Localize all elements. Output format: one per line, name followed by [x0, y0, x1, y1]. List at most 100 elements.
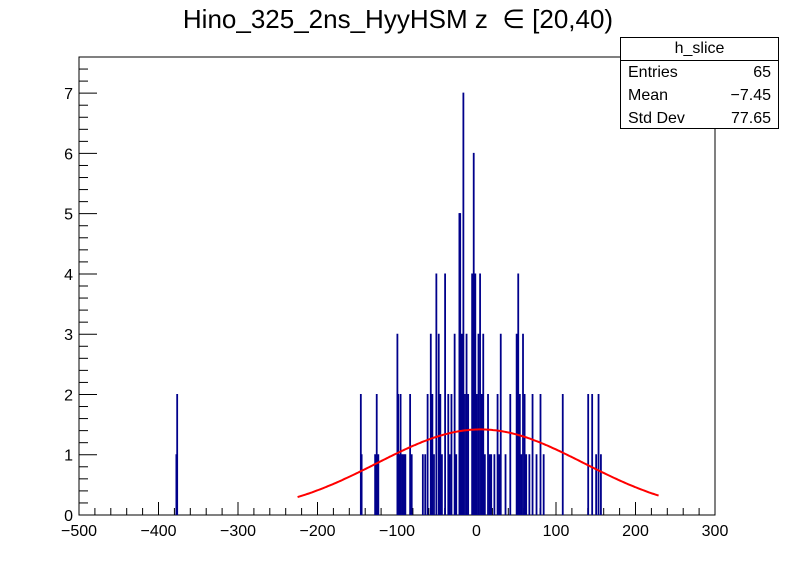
y-tick-label: 5	[64, 207, 73, 224]
histogram-bin	[447, 393, 450, 515]
stats-value: −7.45	[730, 87, 771, 104]
histogram-bin	[421, 454, 424, 515]
y-tick-label: 2	[64, 387, 73, 404]
stats-row-stddev: Std Dev 77.65	[621, 107, 778, 130]
histogram-bin	[460, 333, 463, 515]
histogram-bin	[600, 454, 602, 515]
histogram-bin	[595, 454, 598, 515]
y-tick-label: 0	[64, 508, 73, 525]
y-tick-label: 3	[64, 327, 73, 344]
histogram-bin	[467, 393, 470, 515]
histogram-bin	[480, 393, 483, 515]
histogram-bin	[464, 393, 466, 515]
histogram-bin	[561, 393, 564, 515]
histogram-bin	[450, 393, 453, 515]
histogram-bin	[426, 393, 429, 515]
histogram-bin	[499, 333, 502, 515]
histogram-bin	[477, 333, 480, 515]
y-tick-label: 1	[64, 448, 73, 465]
histogram-bin	[472, 152, 475, 515]
histogram-bin	[531, 393, 534, 515]
histogram-bin	[402, 454, 405, 515]
histogram-bin	[471, 273, 474, 515]
stats-row-mean: Mean −7.45	[621, 84, 778, 107]
histogram-bin	[504, 454, 507, 515]
histogram-bin	[515, 333, 518, 515]
x-tick-label: −500	[61, 523, 97, 540]
y-axis: 0 1 2 3 4 5 6 7	[64, 56, 97, 525]
histogram-bin	[424, 454, 427, 515]
histogram-bars	[175, 92, 602, 515]
histogram-bin	[496, 393, 499, 515]
histogram-bin	[498, 454, 501, 515]
histogram-bin	[522, 333, 524, 515]
histogram-bin	[539, 393, 542, 515]
histogram-bin	[401, 454, 404, 515]
x-tick-label: −100	[379, 523, 415, 540]
histogram-bin	[482, 333, 485, 515]
y-tick-label: 7	[64, 86, 73, 103]
stats-label: Mean	[628, 87, 669, 104]
histogram-bin	[525, 454, 528, 515]
histogram-bin	[542, 454, 545, 515]
stats-label: Entries	[628, 64, 678, 81]
y-tick-label: 4	[64, 267, 73, 284]
stats-title: h_slice	[621, 38, 778, 61]
histogram-bin	[476, 393, 478, 515]
histogram-bin	[360, 454, 363, 515]
stats-box: h_slice Entries 65 Mean −7.45 Std Dev 77…	[620, 37, 779, 129]
histogram-bin	[528, 454, 531, 515]
chart-title: Hino_325_2ns_HyyHSM z ∈ [20,40)	[182, 4, 614, 34]
x-tick-label: 0	[472, 523, 481, 540]
histogram-bin	[441, 454, 443, 515]
histogram-bin	[399, 393, 402, 515]
histogram-bin	[517, 273, 520, 515]
histogram-bin	[431, 393, 434, 515]
histogram-bin	[459, 213, 462, 515]
histogram-bin	[490, 454, 493, 515]
stats-value: 77.65	[730, 110, 771, 127]
histogram-bin	[587, 393, 590, 515]
x-tick-label: 300	[702, 523, 729, 540]
histogram-bin	[375, 393, 378, 515]
stats-value: 65	[753, 64, 771, 81]
histogram-bin	[518, 393, 521, 515]
histogram-bin	[483, 454, 486, 515]
stats-row-entries: Entries 65	[621, 61, 778, 84]
x-tick-label: −400	[140, 523, 176, 540]
x-tick-label: −300	[220, 523, 256, 540]
histogram-bin	[509, 393, 512, 515]
x-tick-label: 100	[543, 523, 570, 540]
histogram-bin	[437, 333, 440, 515]
histogram-bin	[429, 333, 432, 515]
histogram-bin	[479, 273, 481, 515]
x-axis: −500 −400 −300 −200 −100 0 100 200 300	[61, 502, 728, 540]
histogram-bin	[439, 393, 442, 515]
histogram-bin	[455, 454, 458, 515]
x-tick-label: −200	[299, 523, 335, 540]
gaussian-fit-curve	[297, 428, 659, 499]
histogram-bin	[591, 393, 594, 515]
histogram-bin	[488, 454, 491, 515]
histogram-bin	[409, 393, 412, 515]
histogram-bin	[176, 393, 179, 515]
histogram-bin	[520, 454, 523, 515]
histogram-bin	[377, 454, 380, 515]
x-tick-label: 200	[622, 523, 649, 540]
stats-label: Std Dev	[628, 110, 685, 127]
histogram-bin	[487, 393, 489, 515]
histogram-bin	[465, 333, 468, 515]
histogram-bin	[410, 454, 413, 515]
histogram-bin	[374, 454, 377, 515]
y-tick-label: 6	[64, 146, 73, 163]
histogram-bin	[444, 273, 446, 515]
histogram-bin	[474, 273, 477, 515]
histogram-bin	[535, 454, 538, 515]
histogram-bin	[435, 273, 438, 515]
histogram-bin	[453, 333, 456, 515]
histogram-bin	[397, 393, 400, 515]
histogram-bin	[597, 393, 600, 515]
histogram-bin	[448, 454, 451, 515]
histogram-bin	[404, 454, 407, 515]
